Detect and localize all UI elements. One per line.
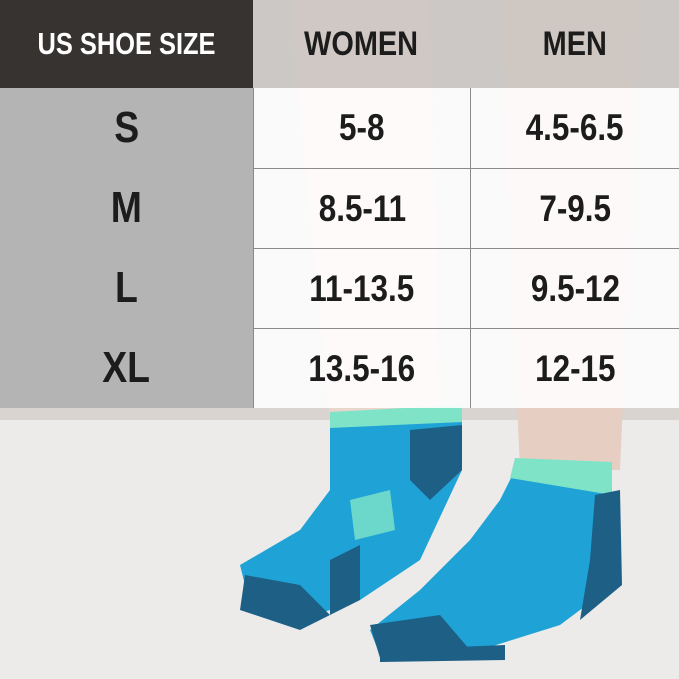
size-xl: XL (0, 328, 253, 408)
size-chart-table: US SHOE SIZE WOMEN MEN S 5-8 4.5-6.5 M 8… (0, 0, 679, 408)
right-sock-icon (370, 458, 622, 662)
women-m: 8.5-11 (253, 168, 470, 248)
header-women: WOMEN (253, 0, 470, 88)
men-xl: 12-15 (470, 328, 679, 408)
women-s: 5-8 (253, 88, 470, 168)
header-men: MEN (470, 0, 679, 88)
women-l: 11-13.5 (253, 248, 470, 328)
left-sock-icon (240, 405, 462, 630)
women-xl: 13.5-16 (253, 328, 470, 408)
size-l: L (0, 248, 253, 328)
men-l: 9.5-12 (470, 248, 679, 328)
size-s: S (0, 88, 253, 168)
size-m: M (0, 168, 253, 248)
men-m: 7-9.5 (470, 168, 679, 248)
men-s: 4.5-6.5 (470, 88, 679, 168)
header-us-shoe-size: US SHOE SIZE (0, 0, 253, 88)
